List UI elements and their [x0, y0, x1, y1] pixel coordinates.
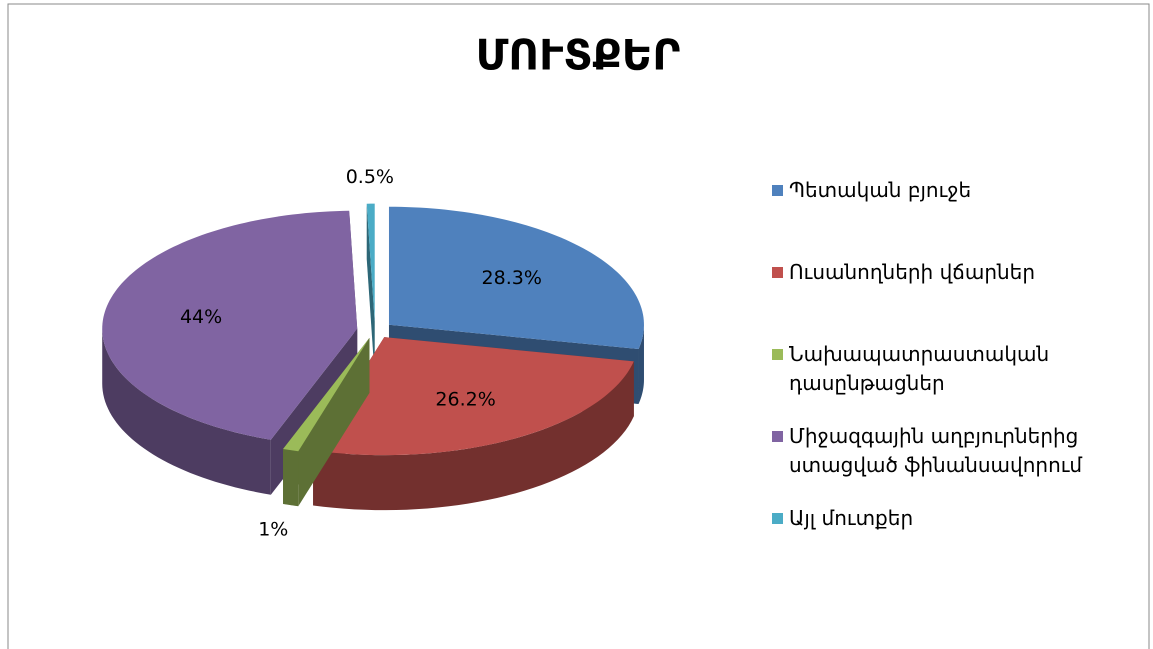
legend-label: Միջազգային աղբյուրներից ստացված ֆինանսավ…: [789, 424, 1083, 477]
slice: [313, 337, 634, 511]
data-label: 26.2%: [435, 388, 495, 410]
legend-swatch: [772, 513, 783, 524]
data-label: 28.3%: [482, 267, 542, 289]
data-label: 1%: [258, 518, 288, 540]
legend: Պետական բյուջե Ուսանողների վճարներ Նախապատ…: [772, 176, 1142, 586]
slice-side: [102, 328, 271, 495]
slice-top: [366, 203, 375, 322]
legend-item: Այլ մուտքեր: [772, 504, 1142, 586]
slice: [283, 337, 370, 507]
data-label: 44%: [180, 306, 222, 328]
slice-top: [283, 337, 370, 452]
slice-wall: [366, 203, 375, 377]
chart-title: ՄՈՒՏՔԵՐ: [476, 31, 681, 80]
slice: [366, 203, 375, 377]
legend-swatch: [772, 267, 783, 278]
legend-item: Միջազգային աղբյուրներից ստացված ֆինանսավ…: [772, 422, 1142, 504]
legend-swatch: [772, 349, 783, 360]
legend-item: Նախապատրաստական դասընթացներ: [772, 340, 1142, 422]
legend-label: Ուսանողների վճարներ: [789, 260, 1036, 284]
legend-swatch: [772, 185, 783, 196]
legend-item: Պետական բյուջե: [772, 176, 1142, 258]
legend-item: Ուսանողների վճարներ: [772, 258, 1142, 340]
slice-side: [283, 448, 299, 507]
legend-label: Այլ մուտքեր: [789, 506, 914, 530]
data-label: 0.5%: [346, 166, 394, 188]
slice-wall: [283, 337, 370, 504]
legend-swatch: [772, 431, 783, 442]
slice-side: [638, 324, 644, 405]
legend-label: Նախապատրաստական դասընթացներ: [789, 342, 1050, 395]
slice-top: [102, 210, 358, 440]
slice-top: [313, 337, 634, 456]
legend-label: Պետական բյուջե: [789, 178, 972, 202]
slice-top: [388, 206, 644, 350]
slice-side: [313, 361, 634, 511]
